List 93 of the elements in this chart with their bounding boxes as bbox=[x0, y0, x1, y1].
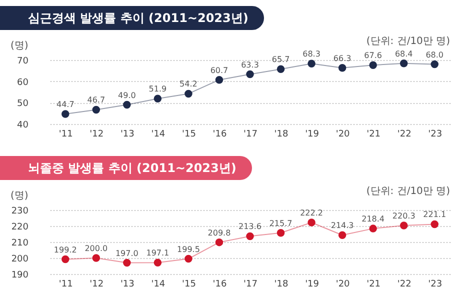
x-tick-label: '12 bbox=[90, 280, 104, 290]
x-tick-label: '23 bbox=[428, 130, 442, 140]
x-tick-label: '13 bbox=[120, 130, 134, 140]
point bbox=[400, 60, 408, 68]
y-tick-label: 200 bbox=[11, 254, 29, 264]
y-tick-label: 40 bbox=[17, 120, 29, 130]
x-tick-label: '18 bbox=[274, 130, 288, 140]
x-tick-label: '13 bbox=[120, 280, 134, 290]
text: 218.4 bbox=[362, 214, 385, 224]
x-tick-label: '11 bbox=[58, 280, 73, 290]
point bbox=[154, 94, 162, 102]
x-tick-label: '16 bbox=[212, 130, 227, 140]
x-tick-label: '20 bbox=[336, 280, 350, 290]
point bbox=[308, 218, 316, 226]
point bbox=[246, 70, 254, 78]
text: 68.4 bbox=[394, 49, 413, 58]
point bbox=[430, 60, 438, 68]
y-tick-label: 50 bbox=[17, 99, 29, 110]
x-tick-label: '19 bbox=[305, 130, 320, 140]
point bbox=[184, 90, 192, 98]
point bbox=[338, 64, 346, 72]
text: 222.2 bbox=[300, 208, 323, 218]
x-tick-label: '20 bbox=[336, 130, 350, 140]
x-tick-label: '18 bbox=[274, 280, 288, 290]
point bbox=[154, 258, 162, 267]
y-tick-label: 210 bbox=[11, 238, 29, 248]
point bbox=[62, 255, 70, 264]
y-axis-title: (명) bbox=[10, 40, 28, 52]
text: 46.7 bbox=[87, 96, 106, 105]
point bbox=[308, 60, 316, 68]
point bbox=[123, 258, 131, 267]
x-tick-label: '21 bbox=[366, 280, 381, 290]
point bbox=[215, 238, 224, 246]
text: 44.7 bbox=[56, 100, 74, 109]
text: 66.3 bbox=[333, 54, 352, 63]
point bbox=[276, 229, 285, 237]
point bbox=[215, 76, 224, 84]
x-tick-label: '14 bbox=[151, 280, 166, 290]
text: 54.2 bbox=[180, 80, 198, 89]
point bbox=[92, 254, 100, 262]
text: 200.0 bbox=[84, 244, 108, 253]
y-tick-label: 60 bbox=[17, 78, 29, 88]
text: 68.3 bbox=[302, 50, 320, 59]
point bbox=[184, 254, 192, 263]
x-tick-label: '21 bbox=[366, 130, 381, 140]
y-axis-title: (명) bbox=[10, 190, 28, 202]
x-tick-label: '14 bbox=[151, 130, 166, 140]
text: 199.2 bbox=[54, 245, 77, 254]
text: 63.3 bbox=[241, 60, 259, 70]
point bbox=[92, 106, 100, 114]
text: 213.6 bbox=[238, 222, 262, 232]
point bbox=[62, 110, 70, 118]
x-tick-label: '11 bbox=[58, 130, 73, 140]
point bbox=[338, 231, 346, 239]
text: 214.3 bbox=[330, 221, 354, 230]
x-tick-label: '22 bbox=[397, 280, 412, 290]
text: 220.3 bbox=[392, 212, 416, 221]
point bbox=[276, 65, 285, 74]
text: 67.6 bbox=[364, 51, 382, 60]
point bbox=[246, 232, 254, 240]
text: 221.1 bbox=[423, 210, 446, 220]
text: 68.0 bbox=[426, 50, 444, 60]
text: 199.5 bbox=[177, 244, 200, 254]
chart-title: 심근경색 발생률 추이 (2011~2023년) bbox=[0, 6, 264, 30]
x-tick-label: '15 bbox=[182, 280, 196, 290]
point bbox=[400, 222, 408, 230]
chart-title: 뇌졸중 발생률 추이 (2011~2023년) bbox=[0, 156, 252, 180]
x-tick-label: '19 bbox=[305, 280, 320, 290]
x-tick-label: '12 bbox=[90, 130, 104, 140]
y-tick-label: 70 bbox=[17, 56, 29, 66]
text: 60.7 bbox=[210, 66, 228, 75]
point bbox=[123, 100, 131, 109]
x-tick-label: '22 bbox=[397, 130, 412, 140]
text: 197.1 bbox=[146, 248, 170, 258]
text: 209.8 bbox=[208, 228, 231, 238]
text: 51.9 bbox=[148, 84, 167, 94]
text: 215.7 bbox=[269, 218, 292, 228]
text: 49.0 bbox=[118, 90, 136, 100]
x-tick-label: '23 bbox=[428, 280, 442, 290]
point bbox=[369, 224, 377, 232]
text: 197.0 bbox=[115, 248, 138, 258]
text: 65.7 bbox=[272, 55, 290, 64]
text: (단위: 건/10만 명) bbox=[366, 185, 450, 198]
y-tick-label: 190 bbox=[11, 270, 29, 280]
point bbox=[430, 220, 438, 228]
y-tick-label: 220 bbox=[11, 222, 29, 232]
text: (단위: 건/10만 명) bbox=[366, 35, 450, 48]
x-tick-label: '15 bbox=[182, 130, 196, 140]
x-tick-label: '17 bbox=[244, 280, 258, 290]
x-tick-label: '16 bbox=[212, 280, 227, 290]
x-tick-label: '17 bbox=[244, 130, 258, 140]
y-tick-label: 230 bbox=[11, 206, 29, 216]
point bbox=[369, 61, 377, 69]
